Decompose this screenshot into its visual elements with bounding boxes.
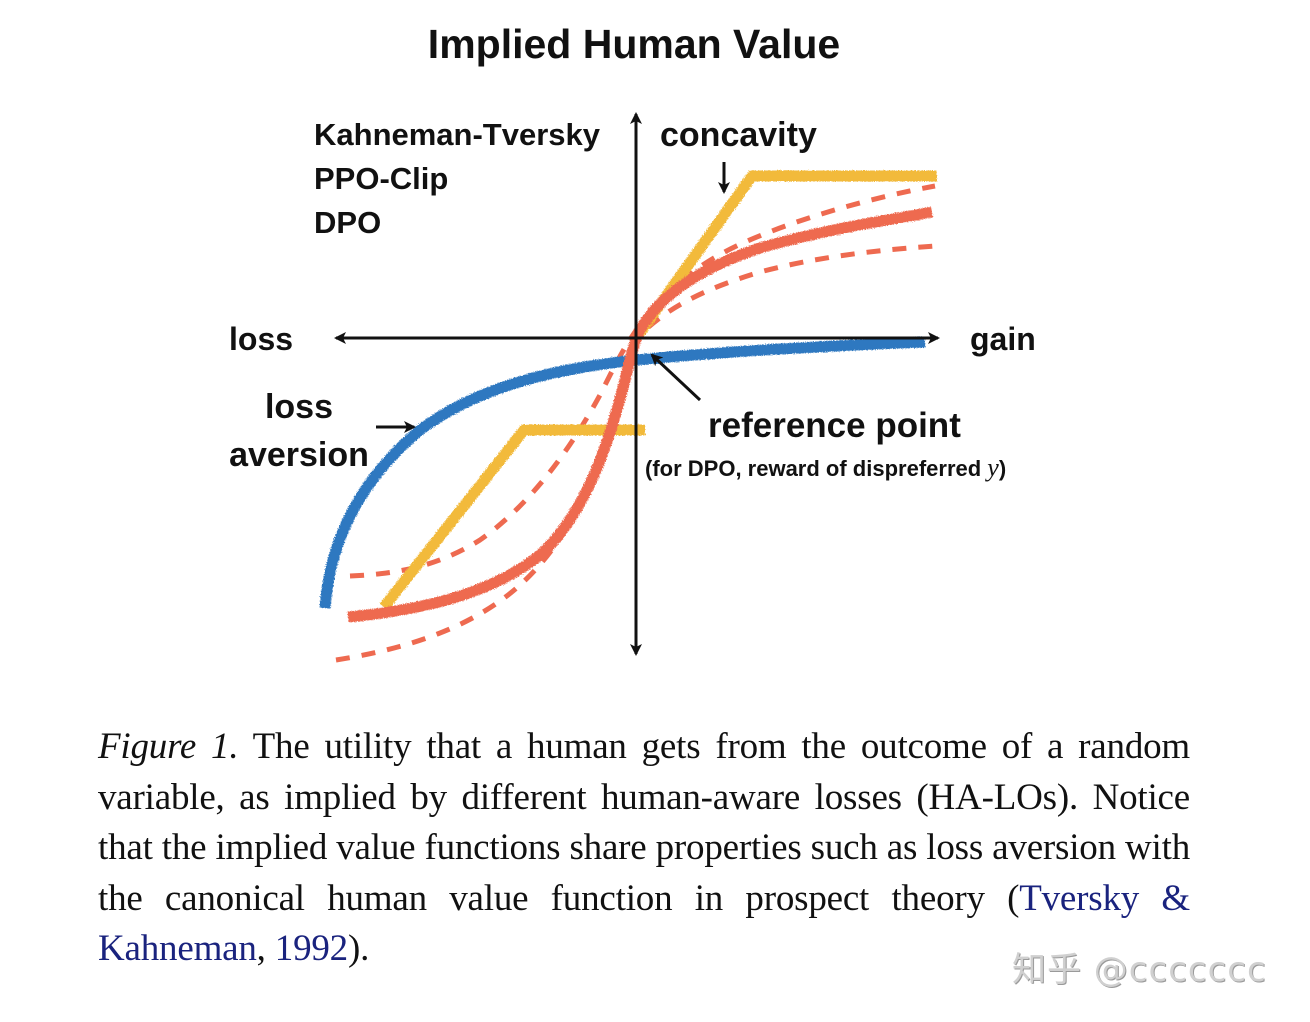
- citation-link-authors[interactable]: Tversky & Kahneman: [98, 877, 1190, 970]
- figure-caption: Figure 1. The utility that a human gets …: [98, 722, 1190, 975]
- ppo-clip-curve-positive: [631, 170, 937, 342]
- legend-item-ppo-clip: PPO-Clip: [238, 161, 448, 196]
- axes: [334, 112, 940, 656]
- reference-note-pre: (for DPO, reward of dispreferred: [645, 456, 987, 481]
- annotation-loss-aversion-line1: loss: [265, 388, 333, 426]
- kt-lower-band-curve: [335, 243, 936, 663]
- caption-end: ).: [347, 928, 370, 969]
- kt-upper-band-curve: [349, 183, 936, 579]
- caption-text: The utility that a human gets from the o…: [98, 726, 1191, 919]
- reference-point-arrow-icon: [650, 353, 702, 402]
- chart-title: Implied Human Value: [428, 21, 840, 67]
- value-function-figure: Implied Human Value Kahneman-Tversky PPO…: [229, 21, 1036, 663]
- legend-label-dpo: DPO: [314, 205, 381, 240]
- annotation-reference-note: (for DPO, reward of dispreferred y): [645, 453, 1006, 482]
- legend: Kahneman-Tversky PPO-Clip DPO: [238, 117, 601, 240]
- legend-item-dpo: DPO: [238, 205, 381, 240]
- caption-figure-label: Figure 1.: [98, 726, 239, 767]
- reference-note-var: y: [984, 453, 999, 482]
- legend-label-ppo: PPO-Clip: [314, 161, 448, 196]
- dpo-curve: [319, 336, 926, 609]
- axis-label-loss: loss: [229, 321, 293, 357]
- legend-item-kahneman-tversky: Kahneman-Tversky: [238, 117, 601, 152]
- annotation-reference-point: reference point: [708, 406, 961, 445]
- zhihu-watermark: 知乎 @ccccccc: [1012, 950, 1267, 990]
- annotation-loss-aversion-line2: aversion: [229, 436, 369, 474]
- citation-separator: ,: [256, 928, 275, 969]
- annotation-concavity: concavity: [660, 116, 817, 154]
- reference-note-post: ): [999, 456, 1006, 481]
- axis-label-gain: gain: [970, 321, 1036, 357]
- ppo-clip-curve: [379, 424, 645, 611]
- legend-label-kt: Kahneman-Tversky: [314, 117, 601, 152]
- citation-link-year[interactable]: 1992: [274, 928, 348, 969]
- kahneman-tversky-curve: [347, 206, 934, 623]
